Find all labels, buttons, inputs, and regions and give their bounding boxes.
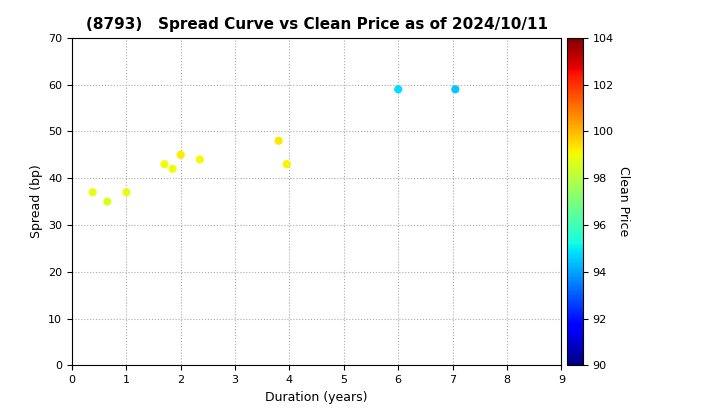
Y-axis label: Spread (bp): Spread (bp): [30, 165, 42, 239]
Point: [121, 189, 132, 196]
Point: [281, 161, 292, 168]
Point: [167, 165, 179, 172]
Y-axis label: Clean Price: Clean Price: [618, 166, 631, 237]
Point: [392, 86, 404, 93]
Point: [449, 86, 461, 93]
Point: [273, 137, 284, 144]
Point: [158, 161, 170, 168]
Title: (8793)   Spread Curve vs Clean Price as of 2024/10/11: (8793) Spread Curve vs Clean Price as of…: [86, 18, 548, 32]
X-axis label: Duration (years): Duration (years): [266, 391, 368, 404]
Point: [102, 198, 113, 205]
Point: [194, 156, 205, 163]
Point: [87, 189, 99, 196]
Point: [175, 152, 186, 158]
